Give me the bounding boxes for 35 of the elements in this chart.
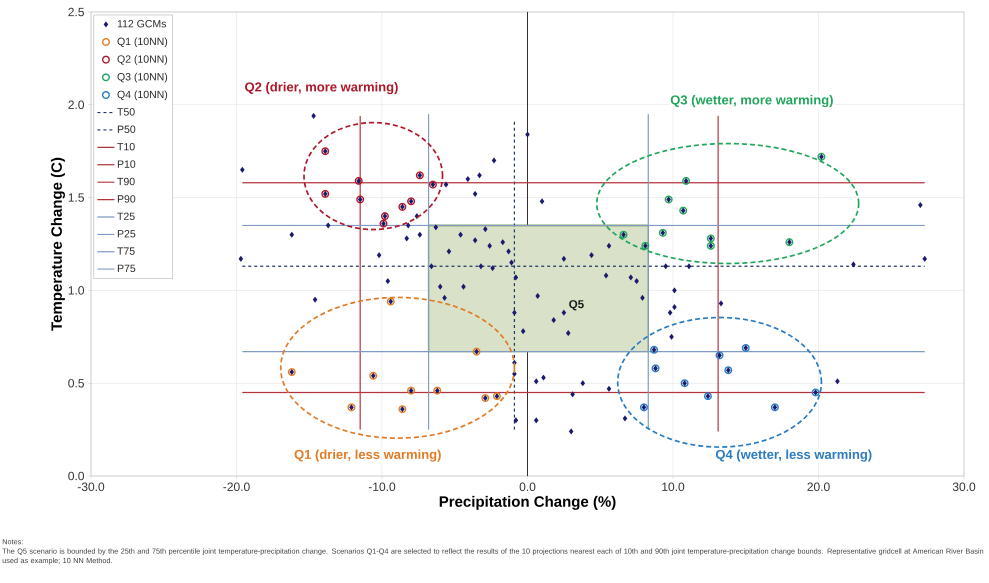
legend-label: Q1 (10NN) [118,37,168,48]
x-tick-label: 20.0 [807,482,830,492]
legend-label: T75 [117,247,135,255]
legend-label: P25 [118,230,136,238]
x-axis-title: Precipitation Change (%) [440,496,616,510]
x-tick-label: -20.0 [223,482,250,492]
y-axis-title: Temperature Change (C) [50,158,65,331]
x-tick-label: 0.0 [520,482,536,492]
x-tick-label: -30.0 [78,482,104,492]
legend-label: 112 GCMs [118,20,166,28]
annotation: Q1 (drier, less warming) [294,449,441,462]
legend-label: P90 [118,195,136,203]
legend-label: Q3 (10NN) [118,72,168,83]
y-tick-label: 0.5 [68,378,84,388]
legend-label: Q4 (10NN) [118,90,168,100]
legend-label: T50 [117,108,135,116]
y-tick-label: 2.5 [68,8,84,16]
legend-label: P10 [118,160,136,168]
legend-label: T10 [117,142,135,150]
legend-label: T25 [117,212,135,220]
x-tick-label: -10.0 [368,482,396,492]
x-tick-label: 10.0 [662,482,684,492]
y-tick-label: 2.0 [68,100,84,110]
legend-label: P75 [118,264,136,272]
y-tick-label: 1.5 [68,193,84,202]
y-tick-label: 1.0 [68,286,84,295]
legend-label: Q2 (10NN) [118,55,168,65]
annotation: Q3 (wetter, more warming) [670,94,833,108]
legend-label: P50 [118,126,136,133]
y-tick-label: 0.0 [68,472,84,480]
annotation: Q2 (drier, more warming) [245,82,398,94]
legend-label: T90 [117,178,135,186]
annotation: Q4 (wetter, less warming) [716,449,872,462]
annotation: Q5 [569,300,584,310]
x-tick-label: 30.0 [952,482,976,492]
